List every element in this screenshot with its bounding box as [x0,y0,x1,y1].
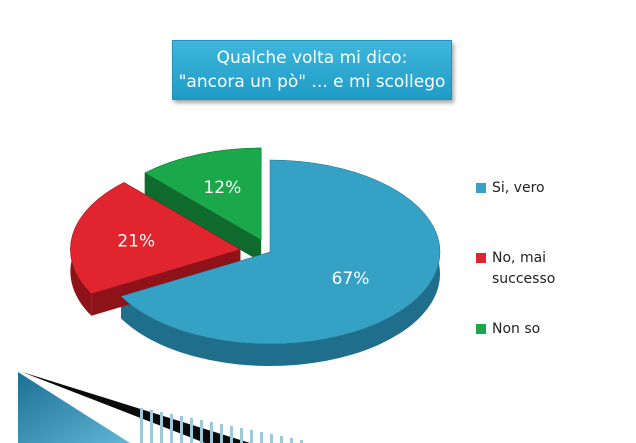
chart-title-line-1: Qualche volta mi dico: [216,48,408,68]
legend-item-non-so: Non so [476,319,602,340]
pie-slice-non-so [144,147,262,241]
deco-stripes [140,408,303,443]
chart-title-box: Qualche volta mi dico: "ancora un pò" ..… [172,40,452,100]
chart-title-line-2: "ancora un pò" ... e mi scollego [178,72,446,92]
data-label-non-so: 12% [203,178,241,198]
pie-slice-si-vero [120,159,441,345]
legend-swatch-no-mai-successo [476,253,486,263]
legend-item-no-mai-successo: No, mai successo [476,248,564,290]
pie-slice-no-mai-successo [70,182,241,295]
legend-item-si-vero: Si, vero [476,178,602,199]
legend-swatch-si-vero [476,183,486,193]
data-label-si-vero: 67% [332,269,370,289]
legend-label-si-vero: Si, vero [492,180,545,196]
pie-slice-edge-start [144,172,262,262]
legend-label-no-mai-successo: No, mai successo [492,250,556,287]
legend-label-non-so: Non so [492,321,541,337]
data-label-no-mai-successo: 21% [117,232,155,252]
deco-blue-wedge [18,372,130,443]
legend-swatch-non-so [476,324,486,334]
